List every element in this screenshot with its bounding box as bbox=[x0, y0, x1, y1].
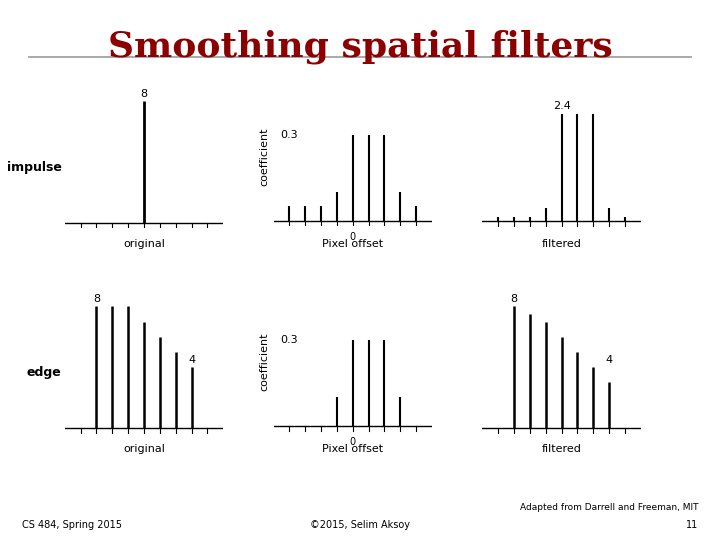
Text: 8: 8 bbox=[510, 294, 518, 304]
X-axis label: Pixel offset: Pixel offset bbox=[323, 444, 383, 454]
Text: 2.4: 2.4 bbox=[553, 102, 570, 111]
Text: edge: edge bbox=[27, 366, 62, 379]
Text: 0.3: 0.3 bbox=[280, 335, 297, 346]
X-axis label: filtered: filtered bbox=[541, 239, 582, 249]
Text: 8: 8 bbox=[93, 294, 100, 304]
X-axis label: Pixel offset: Pixel offset bbox=[323, 239, 383, 249]
Text: Smoothing spatial filters: Smoothing spatial filters bbox=[107, 30, 613, 64]
Text: 0.3: 0.3 bbox=[280, 130, 297, 140]
Text: 4: 4 bbox=[606, 355, 613, 365]
Text: 11: 11 bbox=[686, 520, 698, 530]
Text: Adapted from Darrell and Freeman, MIT: Adapted from Darrell and Freeman, MIT bbox=[520, 503, 698, 512]
X-axis label: filtered: filtered bbox=[541, 444, 582, 454]
X-axis label: original: original bbox=[123, 239, 165, 249]
Text: 0: 0 bbox=[350, 437, 356, 447]
Text: ©2015, Selim Aksoy: ©2015, Selim Aksoy bbox=[310, 520, 410, 530]
X-axis label: original: original bbox=[123, 444, 165, 454]
Text: 4: 4 bbox=[188, 355, 195, 365]
Text: 0: 0 bbox=[350, 232, 356, 242]
Text: impulse: impulse bbox=[6, 161, 62, 174]
Text: CS 484, Spring 2015: CS 484, Spring 2015 bbox=[22, 520, 122, 530]
Y-axis label: coefficient: coefficient bbox=[259, 127, 269, 186]
Text: 8: 8 bbox=[140, 89, 148, 99]
Y-axis label: coefficient: coefficient bbox=[259, 333, 269, 391]
